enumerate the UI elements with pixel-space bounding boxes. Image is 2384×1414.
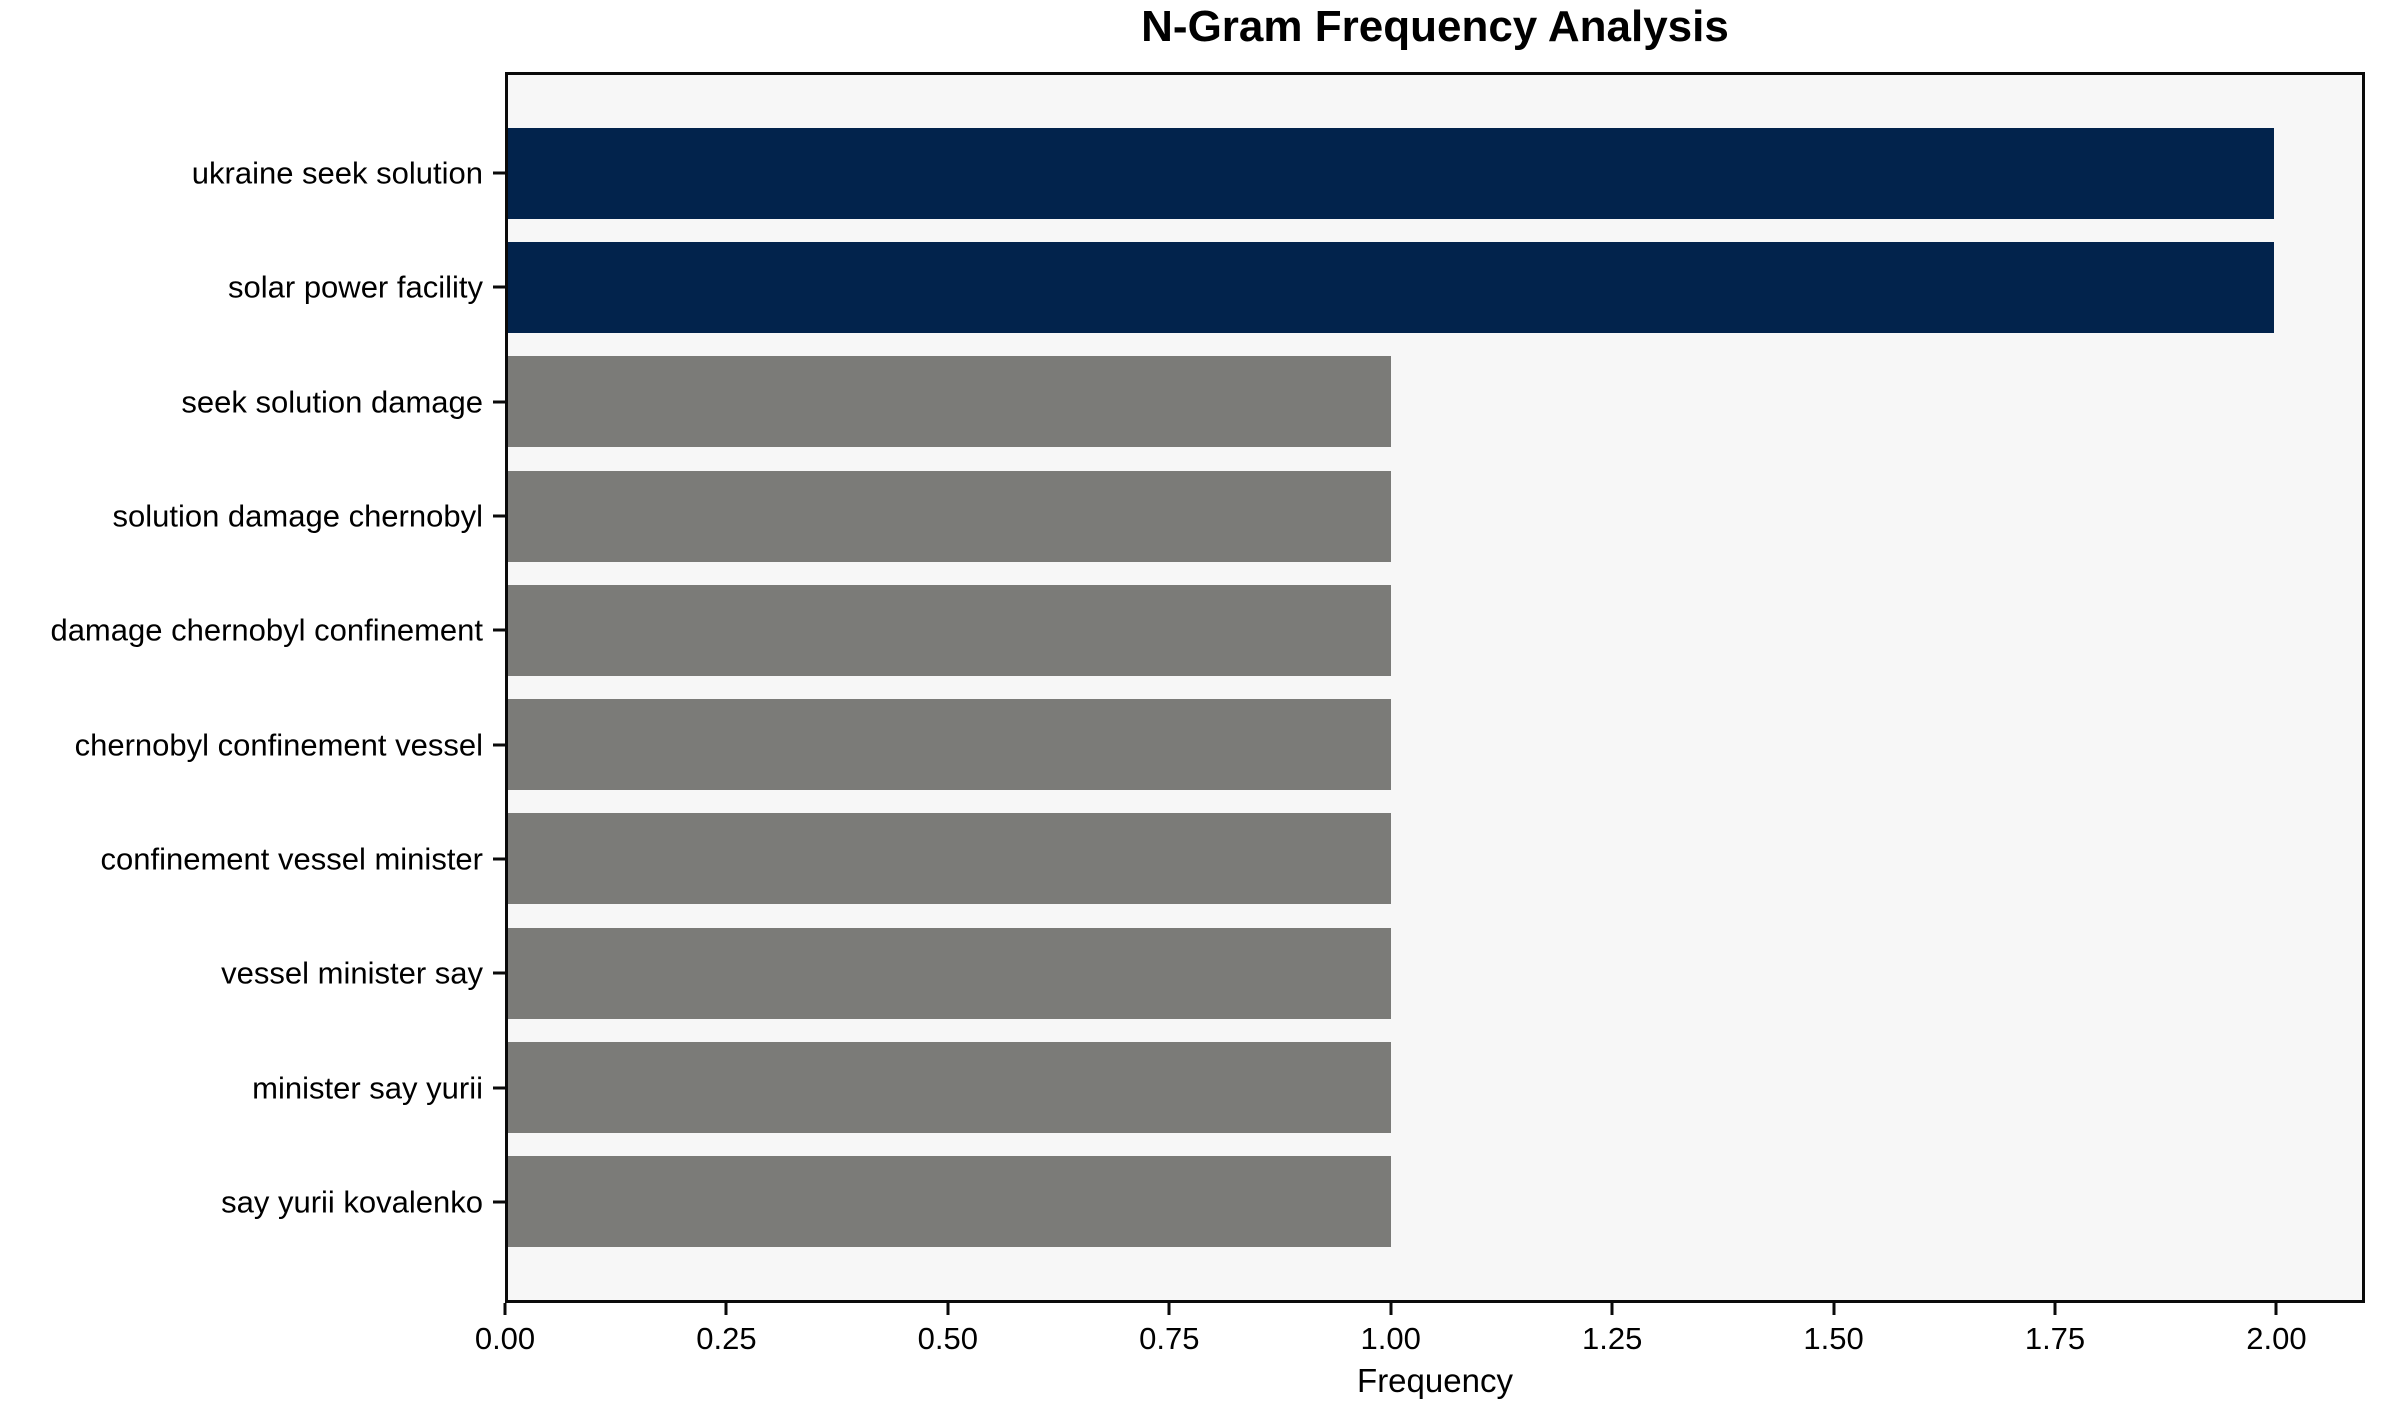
x-tick-mark [2274, 1303, 2278, 1315]
bar [508, 699, 1391, 791]
bar [508, 356, 1391, 448]
x-tick-mark [1610, 1303, 1614, 1315]
y-tick-label: vessel minister say [221, 955, 483, 991]
x-tick-label: 0.00 [474, 1321, 536, 1356]
x-tick-mark [503, 1303, 507, 1315]
y-tick-mark [493, 171, 505, 175]
bar [508, 1156, 1391, 1248]
y-tick-label: chernobyl confinement vessel [74, 727, 483, 763]
y-tick-mark [493, 971, 505, 975]
x-tick-mark [2053, 1303, 2057, 1315]
y-tick-mark [493, 400, 505, 404]
x-tick-label: 0.25 [696, 1321, 757, 1356]
y-tick-label: seek solution damage [181, 384, 483, 420]
x-tick-mark [946, 1303, 950, 1315]
x-tick-mark [1167, 1303, 1171, 1315]
x-tick-label: 0.75 [1139, 1321, 1200, 1356]
bar [508, 127, 2274, 219]
x-tick-label: 1.50 [1803, 1321, 1864, 1356]
bar [508, 1042, 1391, 1134]
y-tick-mark [493, 514, 505, 518]
x-tick-label: 2.00 [2246, 1321, 2307, 1356]
y-tick-label: solution damage chernobyl [112, 498, 483, 534]
y-tick-mark [493, 628, 505, 632]
x-tick-mark [1389, 1303, 1393, 1315]
bar [508, 813, 1391, 905]
x-tick-label: 1.75 [2024, 1321, 2086, 1356]
y-tick-mark [493, 1086, 505, 1090]
y-tick-mark [493, 743, 505, 747]
plot-area [505, 72, 2365, 1303]
x-tick-label: 1.25 [1581, 1321, 1643, 1356]
bar [508, 470, 1391, 562]
y-tick-label: solar power facility [228, 269, 483, 305]
y-tick-label: say yurii kovalenko [221, 1184, 483, 1220]
bar [508, 927, 1391, 1019]
x-tick-label: 1.00 [1360, 1321, 1421, 1356]
chart-title: N-Gram Frequency Analysis [1141, 2, 1729, 51]
y-tick-label: ukraine seek solution [191, 155, 483, 191]
y-tick-mark [493, 857, 505, 861]
y-tick-label: minister say yurii [252, 1070, 483, 1106]
y-tick-label: confinement vessel minister [100, 841, 484, 877]
x-tick-label: 0.50 [917, 1321, 979, 1356]
bar [508, 241, 2274, 333]
x-axis-label: Frequency [1357, 1362, 1513, 1399]
y-tick-mark [493, 285, 505, 289]
y-tick-label: damage chernobyl confinement [50, 612, 483, 648]
x-tick-mark [1832, 1303, 1836, 1315]
x-tick-mark [724, 1303, 728, 1315]
bar [508, 584, 1391, 676]
y-tick-mark [493, 1200, 505, 1204]
